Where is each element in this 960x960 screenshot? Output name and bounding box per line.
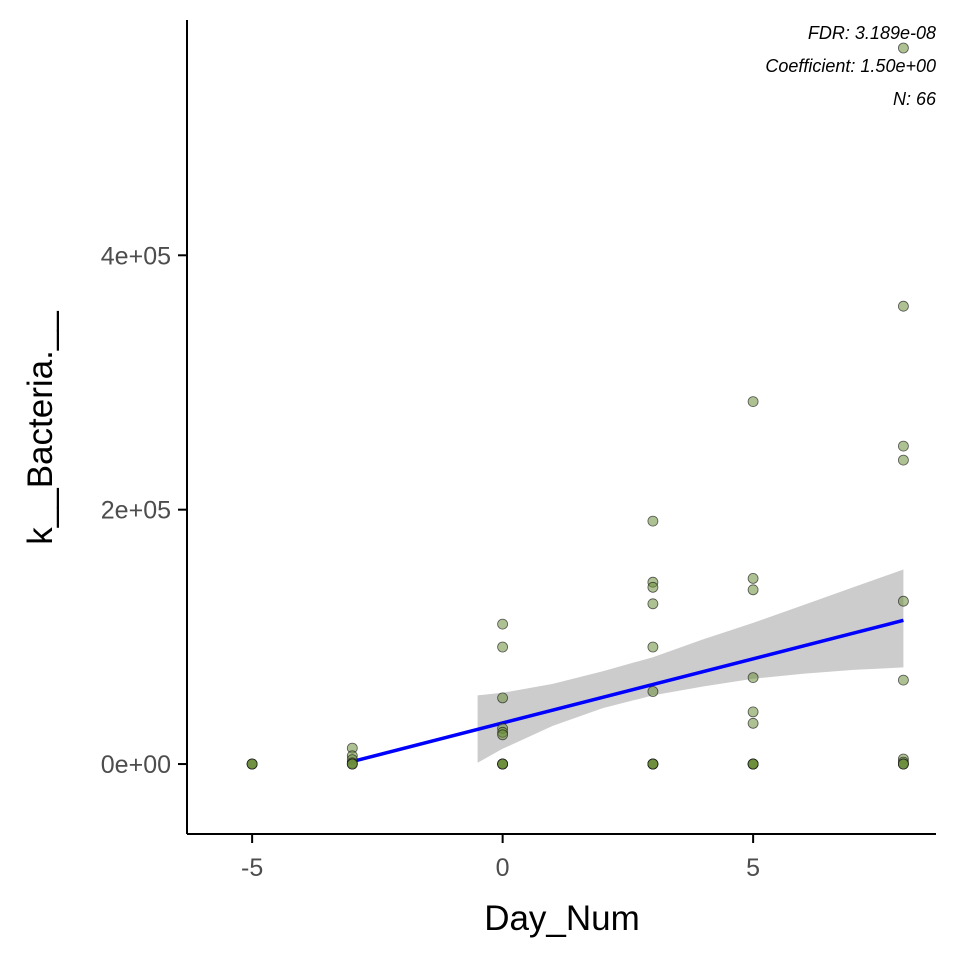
- data-point: [247, 759, 257, 769]
- data-point: [648, 599, 658, 609]
- x-tick-label: 0: [496, 854, 510, 882]
- x-tick-label: 5: [746, 854, 760, 882]
- y-tick-label: 0e+00: [101, 751, 171, 779]
- data-point: [748, 718, 758, 728]
- data-point: [498, 642, 508, 652]
- data-point: [748, 397, 758, 407]
- data-point: [498, 693, 508, 703]
- data-point: [898, 455, 908, 465]
- data-point: [648, 759, 658, 769]
- data-point: [898, 596, 908, 606]
- data-point: [498, 730, 508, 740]
- data-point: [648, 516, 658, 526]
- data-point: [498, 759, 508, 769]
- data-point: [748, 585, 758, 595]
- data-point: [648, 582, 658, 592]
- data-point: [898, 43, 908, 53]
- coefficient-annotation: Coefficient: 1.50e+00: [765, 56, 936, 76]
- data-point: [748, 573, 758, 583]
- n-annotation: N: 66: [893, 89, 937, 109]
- x-tick-label: -5: [241, 854, 263, 882]
- fdr-annotation: FDR: 3.189e-08: [808, 23, 936, 43]
- data-point: [898, 301, 908, 311]
- data-point: [898, 441, 908, 451]
- data-point: [648, 642, 658, 652]
- x-axis-title: Day_Num: [484, 899, 640, 938]
- data-point: [748, 707, 758, 717]
- y-axis-title: k__Bacteria.__: [21, 311, 60, 545]
- data-point: [898, 675, 908, 685]
- data-point: [898, 759, 908, 769]
- y-tick-label: 2e+05: [101, 497, 171, 525]
- data-point: [648, 687, 658, 697]
- data-point: [748, 759, 758, 769]
- y-tick-label: 4e+05: [101, 242, 171, 270]
- data-point: [498, 619, 508, 629]
- data-point: [347, 759, 357, 769]
- data-point: [748, 673, 758, 683]
